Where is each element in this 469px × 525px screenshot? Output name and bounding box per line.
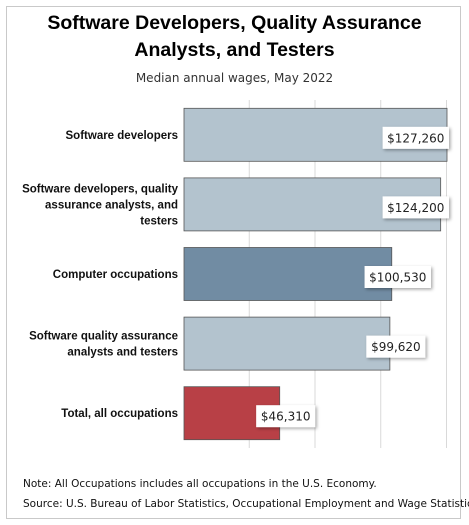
category-label-line: Total, all occupations [61,408,178,420]
data-label-box [382,196,449,219]
category-label: Computer occupations [53,269,178,281]
data-label: $124,200 [387,201,444,215]
chart-title-line-2: Analysts, and Testers [134,39,335,61]
chart-title: Software Developers, Quality Assurance A… [0,10,469,64]
category-label-line: assurance analysts, and [45,199,178,211]
footnote: Note: All Occupations includes all occup… [23,478,377,490]
category-label: Software quality assurance analysts and t… [29,331,178,359]
source-note: Source: U.S. Bureau of Labor Statistics,… [23,498,469,510]
bar [183,247,393,301]
data-label: $46,310 [261,410,311,424]
data-label-box [256,405,316,428]
category-label-line: analysts and testers [67,347,178,359]
chart-title-line-1: Software Developers, Quality Assurance [47,12,422,34]
category-label-line: testers [140,215,178,227]
category-label-line: Software developers [66,130,178,142]
category-label: Software developers, quality assurance an… [22,183,179,227]
bar [183,316,391,371]
data-label-box [364,266,431,288]
data-label: $100,530 [369,271,426,285]
category-label-line: Software developers, quality [22,183,179,195]
data-label-box [382,126,449,149]
data-label: $99,620 [371,340,421,354]
chart-subtitle: Median annual wages, May 2022 [135,71,334,85]
data-label-box [366,335,426,358]
category-label: Software developers [66,130,178,142]
bar-chart: Software developers $127,260 Software deve… [22,100,449,448]
category-label: Total, all occupations [61,408,178,420]
category-label-line: Software quality assurance [29,331,178,343]
data-label: $127,260 [387,131,444,145]
category-label-line: Computer occupations [53,269,178,281]
